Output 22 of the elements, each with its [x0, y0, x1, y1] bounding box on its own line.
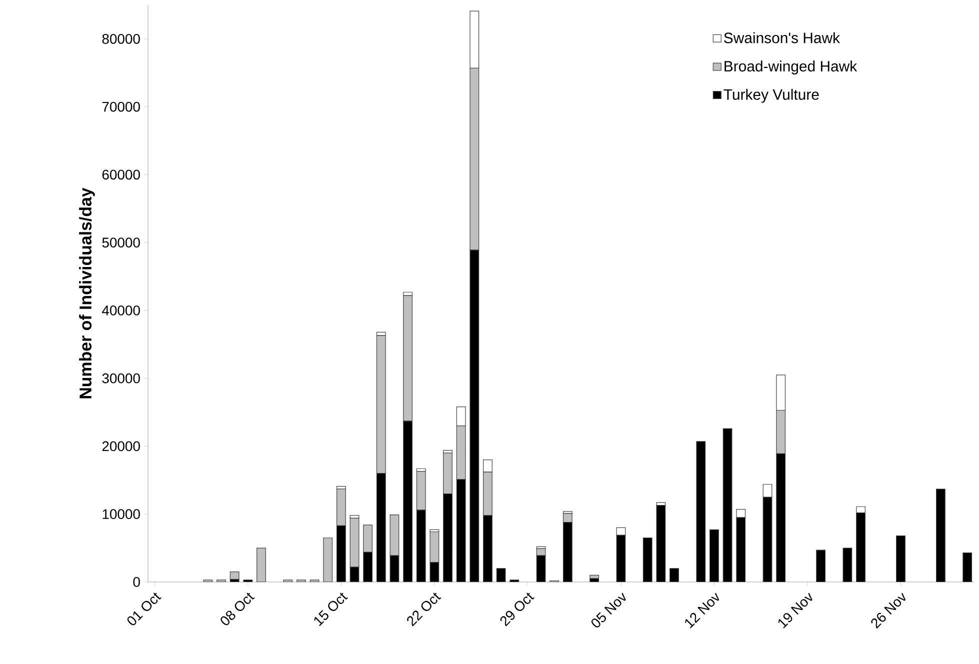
y-tick-label: 70000 — [102, 102, 140, 112]
y-tick-label: 40000 — [102, 306, 140, 316]
legend-label: Swainson's Hawk — [724, 32, 840, 44]
legend-label: Turkey Vulture — [724, 88, 819, 103]
x-tick-label: 01 Oct — [127, 592, 162, 626]
y-tick-label: 50000 — [102, 238, 140, 248]
y-tick-label: 80000 — [102, 34, 140, 44]
legend-label: Broad-winged Hawk — [724, 60, 858, 74]
x-tick-label: 19 Nov — [778, 592, 812, 628]
y-axis-title: Number of Individuals/day — [79, 188, 95, 398]
x-tick-label: 15 Oct — [314, 592, 348, 626]
x-tick-label: 29 Oct — [500, 592, 534, 626]
y-tick-label: 0 — [133, 577, 140, 587]
y-tick-label: 30000 — [102, 373, 140, 384]
y-tick-label: 60000 — [102, 170, 140, 180]
x-tick-label: 26 Nov — [871, 592, 906, 629]
x-tick-label: 12 Nov — [685, 592, 720, 628]
y-tick-label: 10000 — [102, 509, 140, 520]
x-tick-label: 22 Oct — [407, 592, 442, 626]
x-tick-label: 05 Nov — [591, 592, 626, 628]
y-tick-label: 20000 — [102, 441, 140, 452]
x-tick-label: 08 Oct — [220, 592, 255, 626]
